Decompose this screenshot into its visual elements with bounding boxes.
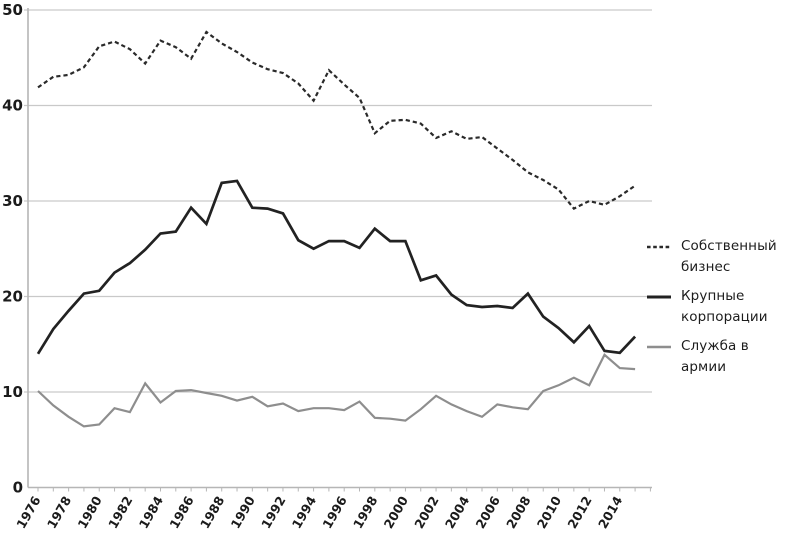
svg-text:1982: 1982 [105,494,135,532]
legend-label-army-service: Служба в армии [681,338,749,376]
svg-text:1990: 1990 [228,493,259,531]
svg-text:2012: 2012 [564,494,594,532]
legend: Собственный бизнес Крупные корпорации Сл… [646,236,790,386]
svg-text:40: 40 [2,97,23,115]
gray-line-swatch [647,345,671,349]
svg-text:1976: 1976 [13,493,44,531]
dashed-line-swatch [647,245,671,249]
solid-line-swatch [647,295,671,299]
legend-label-large-corporations: Крупные корпорации [681,288,768,326]
svg-text:2006: 2006 [473,493,504,531]
svg-text:2000: 2000 [381,493,412,531]
legend-item-large-corporations: Крупные корпорации [646,286,790,328]
svg-text:1980: 1980 [74,493,105,531]
svg-text:2010: 2010 [534,493,565,531]
svg-text:2002: 2002 [411,494,441,532]
svg-text:1998: 1998 [350,494,380,532]
svg-text:1992: 1992 [258,494,288,532]
svg-text:2004: 2004 [442,493,473,531]
svg-text:1994: 1994 [289,493,320,531]
svg-text:20: 20 [2,288,23,306]
svg-text:1988: 1988 [197,494,227,532]
svg-text:1978: 1978 [44,494,74,532]
svg-text:30: 30 [2,192,23,210]
svg-text:0: 0 [13,479,23,497]
svg-text:1984: 1984 [136,493,167,531]
svg-text:2014: 2014 [595,493,626,531]
legend-label-own-business: Собственный бизнес [681,238,777,276]
legend-item-own-business: Собственный бизнес [646,236,790,278]
svg-text:1986: 1986 [166,493,197,531]
svg-text:1996: 1996 [319,493,350,531]
svg-text:10: 10 [2,383,23,401]
svg-text:2008: 2008 [503,494,533,532]
legend-item-army-service: Служба в армии [646,336,790,378]
svg-text:50: 50 [2,1,23,19]
